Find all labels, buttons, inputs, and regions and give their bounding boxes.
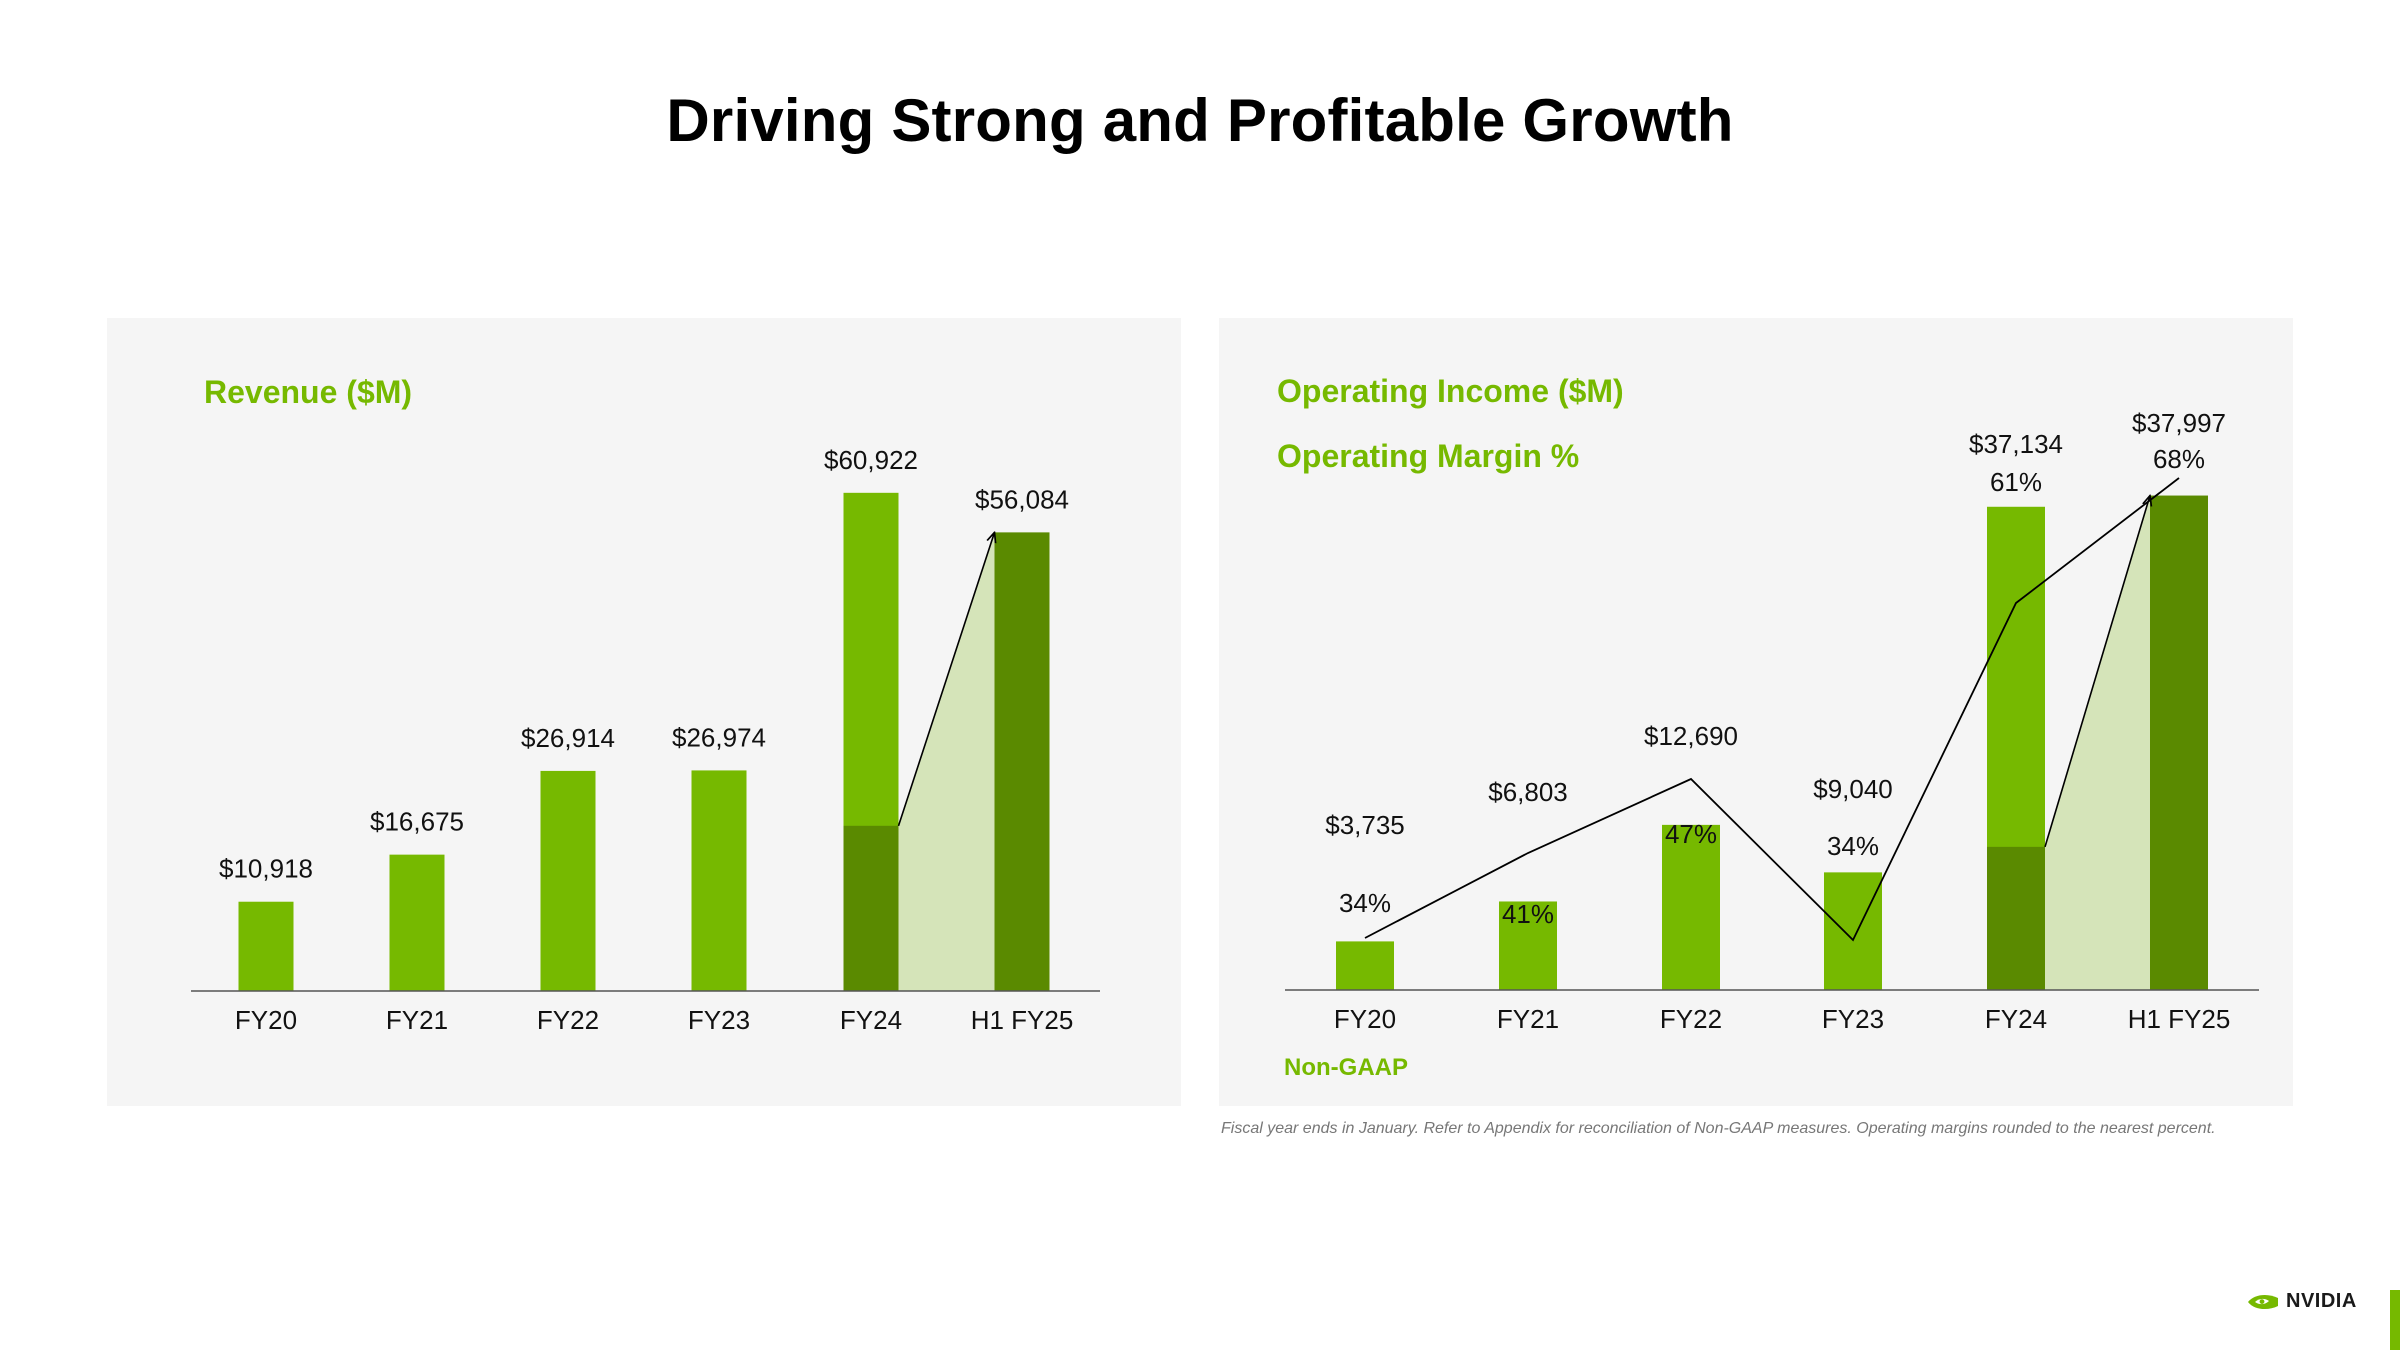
nvidia-wordmark: NVIDIA [2286,1290,2357,1312]
bar-fy24-h1-portion [1987,846,2045,990]
corner-accent-bar [2390,1290,2400,1350]
x-tick-label: FY22 [1660,1004,1722,1034]
value-label: $9,040 [1813,774,1893,804]
revenue-chart-panel: Revenue ($M) $10,918 FY20 $16,675 FY21 $26,9… [107,318,1181,1106]
growth-shade [898,532,995,991]
operating-income-chart-panel: Operating Income ($M) Operating Margin %… [1219,318,2293,1106]
bar-h1-fy25 [994,532,1050,991]
growth-shade [2045,495,2150,990]
margin-label: 34% [1827,831,1879,861]
value-label: $26,914 [521,723,615,753]
margin-label: 41% [1502,899,1554,929]
value-label: $37,134 [1969,429,2063,459]
value-label: $37,997 [2132,408,2226,438]
bar-fy21 [389,854,445,991]
margin-label: 34% [1339,888,1391,918]
nvidia-logo: NVIDIA [2246,1290,2357,1313]
x-tick-label: FY21 [386,1005,448,1035]
x-tick-label: FY22 [537,1005,599,1035]
value-label: $60,922 [824,445,918,475]
bar-fy23 [1824,872,1882,990]
operating-income-chart: $3,735 34% FY20 $6,803 41% FY21 $12,690 47% FY22… [1285,408,2259,1034]
bar-fy22 [1662,824,1720,990]
value-label: $10,918 [219,854,313,884]
margin-label: 47% [1665,819,1717,849]
growth-arrow [2044,496,2150,848]
footnote: Fiscal year ends in January. Refer to Ap… [1221,1120,2216,1137]
bar-fy20 [1336,941,1394,990]
x-tick-label: H1 FY25 [971,1005,1074,1035]
bar-fy23 [691,770,747,991]
margin-label: 68% [2153,444,2205,474]
operating-income-chart-title: Operating Income ($M) [1277,373,1624,409]
value-label: $3,735 [1325,810,1405,840]
value-label: $26,974 [672,722,766,752]
page-title: Driving Strong and Profitable Growth [666,87,1734,154]
x-tick-label: FY24 [1985,1004,2047,1034]
x-tick-label: FY24 [840,1005,902,1035]
margin-label: 61% [1990,467,2042,497]
growth-arrow [897,532,995,827]
value-label: $56,084 [975,484,1069,514]
bar-fy20 [238,901,294,991]
operating-margin-line [1364,477,2180,942]
nvidia-eye-icon [2248,1294,2278,1309]
revenue-chart: $10,918 FY20 $16,675 FY21 $26,914 FY22 $26,974… [191,445,1100,1035]
non-gaap-note: Non-GAAP [1284,1054,1408,1081]
x-tick-label: H1 FY25 [2128,1004,2231,1034]
value-label: $16,675 [370,807,464,837]
bar-h1-fy25 [2150,495,2208,990]
bar-fy21 [1499,901,1557,990]
bar-fy22 [540,770,596,991]
value-label: $6,803 [1488,777,1568,807]
operating-margin-subtitle: Operating Margin % [1277,438,1580,474]
revenue-chart-title: Revenue ($M) [204,374,413,410]
value-label: $12,690 [1644,721,1738,751]
bar-fy24-h1-portion [843,825,899,991]
x-tick-label: FY20 [235,1005,297,1035]
x-tick-label: FY23 [1822,1004,1884,1034]
x-tick-label: FY21 [1497,1004,1559,1034]
x-tick-label: FY20 [1334,1004,1396,1034]
x-tick-label: FY23 [688,1005,750,1035]
